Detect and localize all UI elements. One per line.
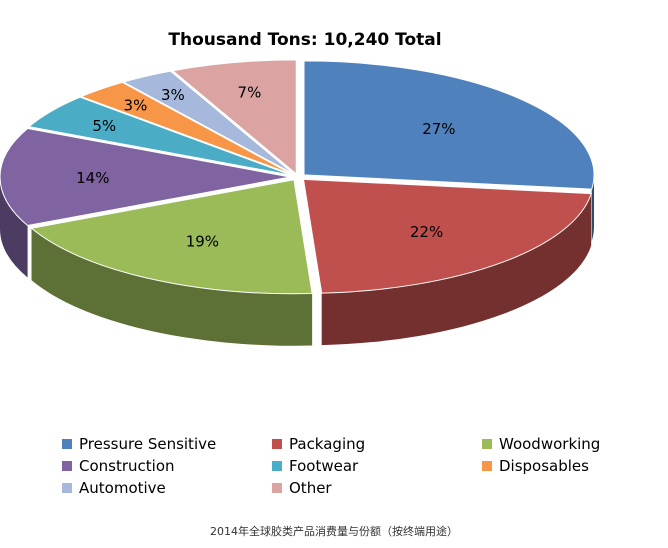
legend-label: Other [289, 479, 332, 497]
legend-swatch [62, 461, 72, 471]
data-label-automotive: 3% [161, 86, 185, 104]
legend-label: Packaging [289, 435, 366, 453]
data-label-woodworking: 19% [186, 233, 219, 251]
legend-item-pressure-sensitive: Pressure Sensitive [62, 434, 216, 454]
data-label-footwear: 5% [92, 117, 116, 135]
pie-slice-footwear [27, 96, 292, 176]
legend-swatch [482, 461, 492, 471]
legend-label: Pressure Sensitive [79, 435, 217, 453]
data-label-other: 7% [238, 84, 262, 102]
legend-swatch [62, 483, 72, 493]
pie-slice-side-woodworking [31, 228, 313, 346]
legend-item-packaging: Packaging [272, 434, 365, 454]
data-label-disposables: 3% [124, 96, 148, 114]
legend-item-disposables: Disposables [482, 456, 589, 476]
legend-item-other: Other [272, 478, 332, 498]
figure-caption: 2014年全球胶类产品消费量与份额（按终端用途） [210, 525, 458, 538]
pie-slice-side-pressure-sensitive [591, 174, 595, 242]
legend-label: Footwear [289, 457, 359, 475]
pie-slice-automotive [122, 70, 295, 175]
legend-swatch [62, 439, 72, 449]
legend-item-footwear: Footwear [272, 456, 358, 476]
pie-slice-woodworking [30, 179, 313, 295]
legend-swatch [272, 461, 282, 471]
legend-swatch [482, 439, 492, 449]
pie-slice-disposables [79, 81, 293, 176]
legend-item-automotive: Automotive [62, 478, 166, 498]
data-label-packaging: 22% [410, 223, 443, 241]
chart-title: Thousand Tons: 10,240 Total [168, 30, 442, 50]
legend-label: Woodworking [499, 435, 601, 453]
legend-label: Construction [79, 457, 175, 475]
legend-swatch [272, 483, 282, 493]
chart-legend: Pressure Sensitive Packaging Woodworking Co… [62, 434, 662, 500]
pie-slice-pressure-sensitive [303, 60, 595, 190]
legend-label: Disposables [499, 457, 589, 475]
data-label-pressure-sensitive: 27% [422, 120, 455, 138]
legend-swatch [272, 439, 282, 449]
pie-slice-packaging [302, 178, 592, 294]
data-label-construction: 14% [76, 169, 109, 187]
pie-slice-construction [0, 127, 291, 227]
legend-label: Automotive [79, 479, 166, 497]
pie-slice-other [171, 59, 297, 175]
pie-slice-side-packaging [321, 193, 592, 346]
legend-item-woodworking: Woodworking [482, 434, 600, 454]
legend-item-construction: Construction [62, 456, 175, 476]
